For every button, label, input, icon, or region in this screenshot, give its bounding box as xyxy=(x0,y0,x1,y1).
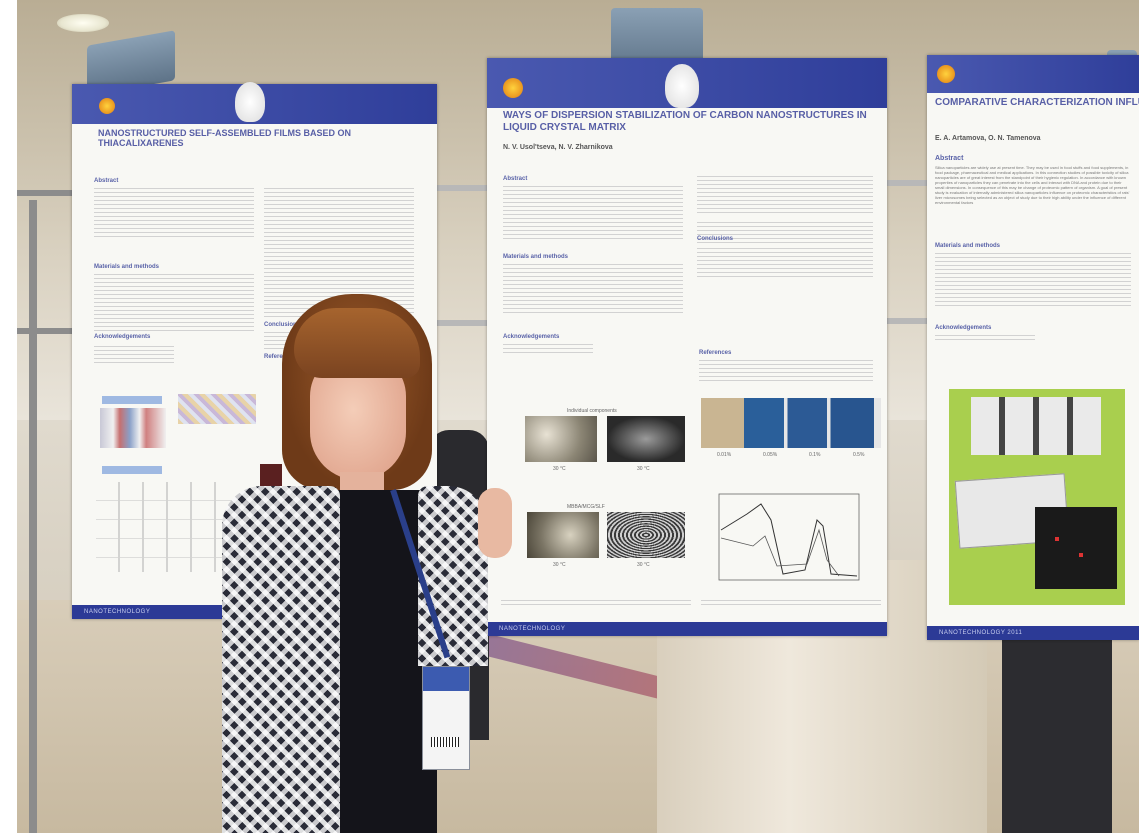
background-person xyxy=(1002,640,1112,833)
spectrum-line-1 xyxy=(720,503,858,577)
vials-photo xyxy=(701,398,881,448)
gel-dark-scan xyxy=(1035,507,1117,589)
figure-caption: Individual components xyxy=(567,408,617,414)
stand-bar xyxy=(17,190,77,196)
section-heading: References xyxy=(699,350,732,356)
section-heading: Abstract xyxy=(935,155,964,162)
schematic-figure xyxy=(96,482,236,572)
name-badge xyxy=(422,666,470,770)
checked-jacket-left xyxy=(222,486,340,833)
micrograph-a2 xyxy=(607,416,685,462)
figure-label-bar xyxy=(102,396,162,404)
vial-label: 0.01% xyxy=(717,452,732,458)
spectrum-line-2 xyxy=(720,528,840,577)
vial-label: 0.1% xyxy=(809,452,821,458)
poster-right: COMPARATIVE CHARACTERIZATION INFLUENCE O… xyxy=(927,55,1139,640)
gel-figure xyxy=(949,389,1125,605)
abstract-text: Silica nanoparticles are widely use at p… xyxy=(935,165,1130,205)
poster-footer: NANOTECHNOLOGY 2011 xyxy=(939,630,1023,636)
section-heading: Acknowledgements xyxy=(94,334,151,340)
stand-bar xyxy=(435,185,495,191)
poster-title: COMPARATIVE CHARACTERIZATION INFLUENCE O… xyxy=(935,97,1139,108)
vial-label: 0.5% xyxy=(853,452,865,458)
poster-title: WAYS OF DISPERSION STABILIZATION OF CARB… xyxy=(503,110,867,133)
section-heading: Materials and methods xyxy=(503,254,569,260)
institute-logo xyxy=(99,98,115,114)
ceiling-light xyxy=(57,14,109,32)
poster-center: WAYS OF DISPERSION STABILIZATION OF CARB… xyxy=(487,58,887,636)
poster-clip xyxy=(665,64,699,108)
checked-jacket-right xyxy=(418,486,488,666)
poster-footer: NANOTECHNOLOGY xyxy=(499,626,566,632)
section-heading: Materials and methods xyxy=(94,264,160,270)
micrograph-b1 xyxy=(527,512,599,558)
section-heading: Acknowledgements xyxy=(935,325,992,331)
institute-logo xyxy=(937,65,955,83)
poster-authors: E. A. Artamova, O. N. Tamenova xyxy=(935,135,1041,142)
institute-logo xyxy=(503,78,523,98)
poster-footer: NANOTECHNOLOGY xyxy=(84,609,151,615)
section-heading: References xyxy=(264,354,297,360)
micrograph-caption: 30 °C xyxy=(553,562,566,568)
conference-photo: NANOSTRUCTURED SELF-ASSEMBLED FILMS BASE… xyxy=(17,0,1139,833)
stand-bar xyxy=(17,328,77,334)
figure-caption: MBBA/MCG/SLF xyxy=(567,504,605,510)
poster-title: NANOSTRUCTURED SELF-ASSEMBLED FILMS BASE… xyxy=(98,128,352,149)
section-heading: Materials and methods xyxy=(935,243,1001,249)
poster-authors: N. V. Usol'tseva, N. V. Zharnikova xyxy=(503,144,613,151)
bar-figure xyxy=(100,408,166,448)
section-heading: Conclusions xyxy=(697,236,734,242)
poster-clip xyxy=(235,82,265,122)
plot-frame xyxy=(718,493,860,581)
micrograph-b2 xyxy=(607,512,685,558)
section-heading: Acknowledgements xyxy=(503,334,560,340)
micrograph-caption: 30 °C xyxy=(637,562,650,568)
stand-bar xyxy=(885,180,935,186)
stand-pole xyxy=(29,200,37,833)
micrograph xyxy=(260,464,282,486)
hair-fringe xyxy=(294,308,420,378)
figure-label-bar xyxy=(102,466,162,474)
hand xyxy=(478,488,512,558)
micrograph-caption: 30 °C xyxy=(553,466,566,472)
stand-bar xyxy=(435,320,495,326)
gel-bands xyxy=(971,397,1101,455)
section-heading: Conclusions xyxy=(264,322,301,328)
section-heading: Abstract xyxy=(94,178,119,184)
section-heading: Abstract xyxy=(503,176,528,182)
vial-label: 0.05% xyxy=(763,452,778,458)
micrograph-caption: 30 °C xyxy=(637,466,650,472)
stand-bar xyxy=(885,318,935,324)
presenter xyxy=(222,290,522,833)
spectrum-plot xyxy=(718,493,860,581)
molecule-figure xyxy=(178,394,256,424)
micrograph-a1 xyxy=(525,416,597,462)
